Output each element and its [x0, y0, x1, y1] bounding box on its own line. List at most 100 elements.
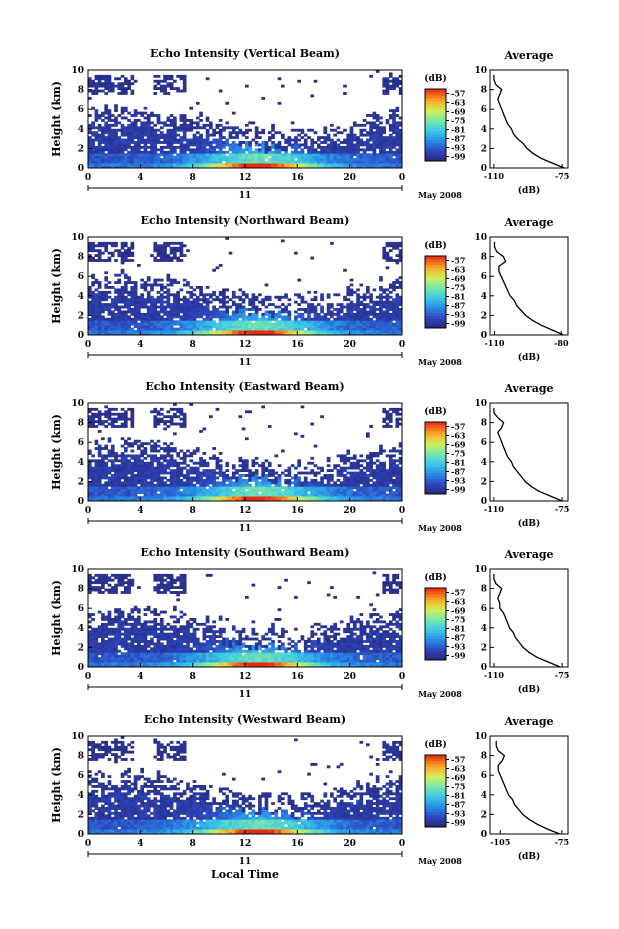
heatmap-cell	[159, 483, 164, 487]
heatmap-cell	[300, 300, 305, 304]
heatmap-cell	[372, 160, 377, 164]
heatmap-cell	[238, 330, 243, 333]
heatmap-cell	[130, 293, 135, 297]
heatmap-cell	[375, 119, 380, 122]
heatmap-cell	[202, 486, 207, 490]
heatmap-cell	[91, 332, 95, 336]
heatmap-cell	[173, 330, 177, 333]
heatmap-cell	[372, 312, 377, 316]
heatmap-cell	[222, 163, 226, 166]
heatmap-cell	[192, 315, 197, 319]
heatmap-cell	[137, 263, 141, 267]
heatmap-cell	[97, 251, 102, 255]
y-tick-label: 6	[78, 272, 84, 282]
heatmap-cell	[91, 163, 95, 166]
heatmap-cell	[366, 330, 370, 333]
heatmap-cell	[248, 322, 252, 326]
heatmap-cell	[189, 295, 194, 299]
heatmap-cell	[123, 82, 128, 86]
heatmap-cell	[209, 153, 213, 157]
heatmap-cell	[238, 478, 243, 482]
heatmap-cell	[362, 315, 367, 319]
heatmap-cell	[91, 315, 95, 319]
heatmap-cell	[137, 498, 141, 502]
heatmap-cell	[231, 322, 236, 326]
heatmap-cell	[352, 464, 357, 468]
heatmap-cell	[88, 295, 92, 299]
heatmap-cell	[300, 405, 305, 409]
heatmap-cell	[303, 478, 308, 482]
heatmap-cell	[150, 466, 154, 470]
heatmap-cell	[375, 70, 380, 73]
heatmap-cell	[127, 290, 131, 294]
heatmap-cell	[228, 145, 233, 149]
heatmap-cell	[182, 459, 187, 463]
heatmap-cell	[176, 474, 180, 477]
heatmap-cell	[169, 491, 174, 495]
heatmap-cell	[130, 138, 135, 142]
heatmap-cell	[186, 483, 190, 487]
heatmap-cell	[313, 483, 318, 487]
heatmap-cell	[173, 322, 177, 326]
heatmap-cell	[264, 496, 269, 499]
heatmap-cell	[359, 317, 364, 321]
heatmap-cell	[349, 283, 354, 287]
heatmap-cell	[228, 483, 233, 487]
heatmap-cell	[290, 121, 295, 125]
heatmap-cell	[97, 317, 102, 321]
heatmap-cell	[143, 305, 148, 309]
heatmap-cell	[150, 165, 154, 169]
heatmap-cell	[123, 254, 128, 257]
heatmap-cell	[133, 114, 138, 117]
heatmap-cell	[159, 298, 164, 302]
heatmap-cell	[153, 315, 158, 319]
heatmap-cell	[166, 123, 171, 127]
heatmap-cell	[251, 317, 256, 321]
heatmap-cell	[330, 474, 334, 477]
heatmap-cell	[159, 330, 164, 333]
heatmap-cell	[352, 478, 357, 482]
heatmap-cell	[349, 303, 354, 306]
heatmap-cell	[195, 493, 200, 497]
heatmap-cell	[343, 158, 347, 162]
heatmap-cell	[330, 160, 334, 164]
heatmap-cell	[195, 286, 200, 289]
heatmap-cell	[346, 305, 351, 309]
heatmap-cell	[107, 491, 112, 495]
heatmap-cell	[323, 317, 328, 321]
heatmap-cell	[199, 459, 203, 463]
heatmap-cell	[369, 114, 373, 117]
heatmap-cell	[313, 315, 318, 319]
heatmap-cell	[398, 300, 403, 304]
heatmap-cell	[94, 325, 99, 329]
heatmap-cell	[186, 488, 190, 492]
heatmap-cell	[366, 483, 370, 487]
heatmap-cell	[146, 121, 151, 125]
heatmap-cell	[369, 332, 373, 336]
heatmap-cell	[189, 138, 194, 142]
heatmap-cell	[97, 491, 102, 495]
heatmap-cell	[163, 481, 167, 485]
heatmap-cell	[254, 456, 259, 460]
heatmap-cell	[182, 422, 187, 426]
heatmap-cell	[117, 417, 122, 421]
heatmap-cell	[182, 488, 187, 492]
heatmap-cell	[150, 496, 154, 499]
heatmap-cell	[294, 153, 298, 157]
heatmap-cell	[205, 478, 210, 482]
heatmap-cell	[287, 330, 292, 333]
heatmap-cell	[173, 461, 177, 465]
heatmap-cell	[330, 488, 334, 492]
heatmap-cell	[88, 471, 92, 475]
heatmap-cell	[94, 425, 99, 428]
heatmap-cell	[326, 133, 331, 137]
heatmap-cell	[97, 412, 102, 416]
heatmap-cell	[274, 330, 279, 333]
heatmap-cell	[294, 488, 298, 492]
heatmap-cell	[359, 153, 364, 157]
heatmap-cell	[336, 312, 341, 316]
heatmap-cell	[215, 459, 220, 463]
heatmap-cell	[123, 259, 128, 262]
heatmap-cell	[123, 158, 128, 162]
heatmap-cell	[375, 138, 380, 142]
